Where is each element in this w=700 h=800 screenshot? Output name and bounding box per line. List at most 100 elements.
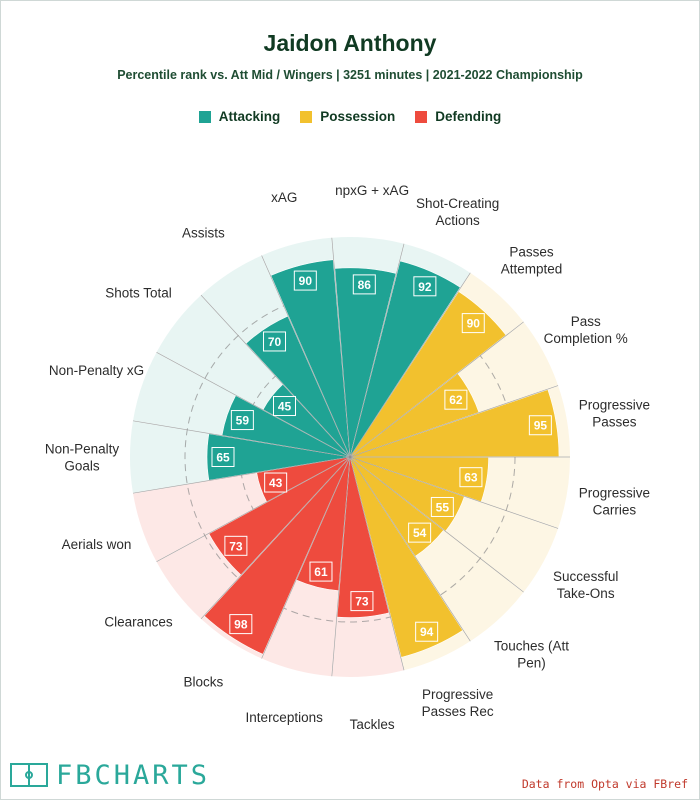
value-text-xag: 90 (299, 274, 313, 288)
value-box-passes-attempted (461, 313, 485, 334)
value-box-clearances (224, 535, 248, 556)
spoke-progressive-passes-rec (349, 456, 471, 642)
value-label-aerials-won: 43 (264, 472, 288, 493)
bar-tackles (336, 456, 390, 618)
value-text-non-penalty-goals: 65 (216, 451, 230, 465)
value-text-progressive-carries: 63 (464, 471, 478, 485)
value-text-tackles: 73 (355, 595, 369, 609)
value-text-npxg-xag: 86 (358, 278, 372, 292)
fbcharts-logo: FBCHARTS (10, 758, 210, 792)
pitch-icon (10, 763, 48, 787)
value-box-blocks (229, 614, 253, 635)
value-text-passes-attempted: 90 (467, 317, 481, 331)
category-label-xag: xAG (271, 190, 297, 205)
value-text-clearances: 73 (229, 539, 243, 553)
category-label-non-penalty-goals: Non-Penalty Goals (45, 442, 120, 474)
category-label-touches-att-pen: Touches (Att Pen) (494, 639, 569, 671)
legend-item-possession: Possession (300, 109, 395, 124)
spoke-tackles (349, 456, 405, 671)
value-label-progressive-passes-rec: 94 (415, 621, 439, 642)
legend-item-defending: Defending (415, 109, 501, 124)
spoke-assists (200, 294, 351, 458)
legend-label-possession: Possession (320, 109, 396, 124)
value-label-tackles: 73 (350, 591, 374, 612)
spoke-passes-attempted (349, 272, 471, 458)
value-label-npxg-xag: 86 (352, 274, 376, 295)
value-label-xag: 90 (293, 270, 317, 291)
category-label-progressive-carries: Progressive Carries (579, 486, 650, 518)
category-label-progressive-passes-rec: Progressive Passes Rec (422, 687, 494, 719)
value-text-non-penalty-xg: 59 (236, 414, 250, 428)
category-label-blocks: Blocks (184, 674, 224, 689)
value-box-non-penalty-goals (211, 447, 235, 467)
category-label-tackles: Tackles (350, 717, 395, 732)
spoke-npxg-xag (331, 237, 351, 458)
value-label-shots-total: 45 (273, 396, 297, 417)
value-box-tackles (350, 591, 374, 612)
value-box-shot-creating-actions (413, 276, 437, 297)
value-text-shots-total: 45 (278, 400, 292, 414)
value-text-aerials-won: 43 (269, 476, 283, 490)
value-box-progressive-carries (459, 467, 483, 488)
value-text-interceptions: 61 (314, 565, 328, 579)
spoke-shots-total (156, 351, 351, 458)
bar-xag (270, 259, 351, 458)
value-label-non-penalty-goals: 65 (211, 447, 235, 467)
category-label-progressive-passes: Progressive Passes (579, 397, 650, 429)
spoke-progressive-passes (349, 385, 559, 458)
legend-item-attacking: Attacking (198, 109, 280, 124)
bar-progressive-passes-rec (349, 456, 464, 658)
value-text-assists: 70 (268, 335, 282, 349)
spoke-blocks (261, 456, 351, 659)
value-label-blocks: 98 (229, 614, 253, 635)
value-box-xag (293, 270, 317, 291)
value-box-progressive-passes (528, 415, 552, 436)
value-label-non-penalty-xg: 59 (230, 410, 254, 431)
category-label-non-penalty-xg: Non-Penalty xG (49, 363, 144, 378)
value-box-non-penalty-xg (230, 410, 254, 431)
legend-swatch-possession (300, 110, 313, 123)
value-label-shot-creating-actions: 92 (413, 276, 437, 297)
legend-swatch-defending (415, 110, 428, 123)
chart-subtitle: Percentile rank vs. Att Mid / Wingers | … (117, 68, 583, 82)
legend-label-defending: Defending (435, 109, 502, 124)
value-label-passes-attempted: 90 (461, 313, 485, 334)
spoke-pass-completion (349, 321, 524, 458)
value-box-pass-completion (444, 389, 468, 410)
spoke-non-penalty-goals (132, 456, 351, 494)
bar-blocks (203, 456, 351, 655)
value-text-progressive-passes: 95 (534, 419, 548, 433)
spoke-clearances (200, 456, 351, 620)
category-label-aerials-won: Aerials won (62, 537, 132, 552)
spoke-shot-creating-actions (349, 243, 405, 458)
value-box-interceptions (309, 561, 333, 582)
data-credit: Data from Opta via FBref (521, 777, 688, 791)
category-label-successful-take-ons: Successful Take-Ons (553, 569, 618, 601)
value-label-progressive-carries: 63 (459, 467, 483, 488)
bar-progressive-passes (349, 389, 560, 458)
value-text-pass-completion: 62 (449, 393, 463, 407)
category-label-interceptions: Interceptions (246, 710, 324, 725)
category-label-pass-completion: Pass Completion % (544, 314, 628, 346)
chart-title: Jaidon Anthony (263, 30, 437, 56)
value-text-progressive-passes-rec: 94 (420, 625, 434, 639)
value-box-successful-take-ons (430, 496, 454, 517)
legend-swatch-attacking (198, 110, 211, 123)
value-label-touches-att-pen: 54 (408, 522, 432, 543)
value-label-assists: 70 (263, 331, 287, 352)
bar-shot-creating-actions (349, 260, 461, 458)
bar-npxg-xag (334, 267, 397, 458)
value-box-aerials-won (264, 472, 288, 493)
logo-text: FBCHARTS (56, 759, 211, 791)
value-text-touches-att-pen: 54 (413, 526, 427, 540)
value-label-pass-completion: 62 (444, 389, 468, 410)
value-label-interceptions: 61 (309, 561, 333, 582)
value-text-successful-take-ons: 55 (436, 500, 450, 514)
category-label-assists: Assists (182, 226, 225, 241)
value-label-successful-take-ons: 55 (430, 496, 454, 517)
value-text-shot-creating-actions: 92 (418, 280, 432, 294)
spoke-xag (261, 255, 351, 458)
spoke-non-penalty-xg (132, 420, 351, 458)
value-label-clearances: 73 (224, 535, 248, 556)
